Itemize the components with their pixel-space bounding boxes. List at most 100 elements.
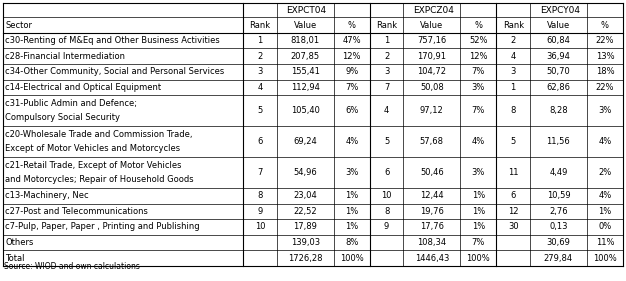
Text: c34-Other Community, Social and Personal Services: c34-Other Community, Social and Personal… <box>5 67 224 76</box>
Text: 4%: 4% <box>598 191 612 200</box>
Text: %: % <box>601 21 609 30</box>
Text: c21-Retail Trade, Except of Motor Vehicles: c21-Retail Trade, Except of Motor Vehicl… <box>5 161 182 170</box>
Text: 108,34: 108,34 <box>418 238 446 247</box>
Text: 1726,28: 1726,28 <box>288 253 322 262</box>
Text: 12: 12 <box>508 207 518 216</box>
Text: 1%: 1% <box>345 223 358 232</box>
Text: 100%: 100% <box>340 253 364 262</box>
Text: 4%: 4% <box>345 137 358 146</box>
Text: 36,94: 36,94 <box>546 52 570 61</box>
Text: 1: 1 <box>384 36 389 45</box>
Text: Rank: Rank <box>503 21 524 30</box>
Text: 19,76: 19,76 <box>420 207 444 216</box>
Text: Others: Others <box>5 238 33 247</box>
Text: %: % <box>475 21 483 30</box>
Text: 1%: 1% <box>472 191 485 200</box>
Text: 6: 6 <box>257 137 263 146</box>
Text: 2: 2 <box>511 36 516 45</box>
Text: %: % <box>348 21 356 30</box>
Text: 3%: 3% <box>345 168 359 177</box>
Text: 4,49: 4,49 <box>549 168 568 177</box>
Text: 7%: 7% <box>471 67 485 76</box>
Text: 2: 2 <box>257 52 263 61</box>
Text: 139,03: 139,03 <box>290 238 320 247</box>
Text: 207,85: 207,85 <box>290 52 320 61</box>
Text: EXPCT04: EXPCT04 <box>287 6 327 15</box>
Text: and Motorcycles; Repair of Household Goods: and Motorcycles; Repair of Household Goo… <box>5 175 193 184</box>
Text: 105,40: 105,40 <box>291 106 320 115</box>
Text: 1%: 1% <box>345 207 358 216</box>
Text: 12%: 12% <box>342 52 361 61</box>
Text: c20-Wholesale Trade and Commission Trade,: c20-Wholesale Trade and Commission Trade… <box>5 130 193 139</box>
Text: 17,76: 17,76 <box>420 223 444 232</box>
Text: Value: Value <box>420 21 443 30</box>
Text: 3%: 3% <box>471 168 485 177</box>
Text: 7%: 7% <box>471 238 485 247</box>
Text: 4%: 4% <box>598 137 612 146</box>
Text: 10: 10 <box>255 223 265 232</box>
Text: 3: 3 <box>511 67 516 76</box>
Text: 9%: 9% <box>345 67 358 76</box>
Text: 2,76: 2,76 <box>549 207 568 216</box>
Text: 18%: 18% <box>595 67 614 76</box>
Text: 8%: 8% <box>345 238 359 247</box>
Text: c30-Renting of M&Eq and Other Business Activities: c30-Renting of M&Eq and Other Business A… <box>5 36 220 45</box>
Text: 3: 3 <box>257 67 263 76</box>
Text: 11: 11 <box>508 168 518 177</box>
Text: 5: 5 <box>511 137 516 146</box>
Text: Total: Total <box>5 253 24 262</box>
Text: c28-Financial Intermediation: c28-Financial Intermediation <box>5 52 125 61</box>
Text: 104,72: 104,72 <box>418 67 446 76</box>
Text: 23,04: 23,04 <box>294 191 317 200</box>
Text: 757,16: 757,16 <box>417 36 446 45</box>
Text: 12%: 12% <box>469 52 488 61</box>
Text: 7%: 7% <box>345 83 359 92</box>
Text: 1%: 1% <box>472 223 485 232</box>
Text: c13-Machinery, Nec: c13-Machinery, Nec <box>5 191 89 200</box>
Text: 6: 6 <box>384 168 389 177</box>
Text: 10,59: 10,59 <box>546 191 570 200</box>
Text: 4%: 4% <box>472 137 485 146</box>
Text: Value: Value <box>294 21 317 30</box>
Text: Compulsory Social Security: Compulsory Social Security <box>5 113 120 122</box>
Text: 112,94: 112,94 <box>291 83 320 92</box>
Text: 1%: 1% <box>472 207 485 216</box>
Text: 8: 8 <box>257 191 263 200</box>
Text: 155,41: 155,41 <box>291 67 320 76</box>
Text: EXPCY04: EXPCY04 <box>540 6 580 15</box>
Text: Source: WIOD and own calculations: Source: WIOD and own calculations <box>4 262 140 271</box>
Text: 13%: 13% <box>595 52 614 61</box>
Text: c31-Public Admin and Defence;: c31-Public Admin and Defence; <box>5 99 137 108</box>
Text: 0%: 0% <box>598 223 612 232</box>
Text: 69,24: 69,24 <box>294 137 317 146</box>
Text: 7%: 7% <box>471 106 485 115</box>
Text: 279,84: 279,84 <box>544 253 573 262</box>
Text: 11%: 11% <box>596 238 614 247</box>
Text: 47%: 47% <box>342 36 361 45</box>
Text: 62,86: 62,86 <box>546 83 570 92</box>
Text: 12,44: 12,44 <box>420 191 444 200</box>
Text: EXPCZ04: EXPCZ04 <box>413 6 454 15</box>
Text: 1: 1 <box>511 83 516 92</box>
Text: 170,91: 170,91 <box>418 52 446 61</box>
Text: 1%: 1% <box>598 207 612 216</box>
Text: 22%: 22% <box>596 83 614 92</box>
Text: 11,56: 11,56 <box>546 137 570 146</box>
Text: Sector: Sector <box>5 21 32 30</box>
Text: 100%: 100% <box>466 253 490 262</box>
Text: 3: 3 <box>384 67 389 76</box>
Text: Rank: Rank <box>250 21 270 30</box>
Text: 54,96: 54,96 <box>294 168 317 177</box>
Text: 4: 4 <box>384 106 389 115</box>
Text: 22,52: 22,52 <box>294 207 317 216</box>
Text: 3%: 3% <box>471 83 485 92</box>
Text: 17,89: 17,89 <box>294 223 317 232</box>
Text: Except of Motor Vehicles and Motorcycles: Except of Motor Vehicles and Motorcycles <box>5 144 180 153</box>
Text: 7: 7 <box>384 83 389 92</box>
Text: 0,13: 0,13 <box>549 223 568 232</box>
Text: 3%: 3% <box>598 106 612 115</box>
Text: 9: 9 <box>384 223 389 232</box>
Text: 50,08: 50,08 <box>420 83 444 92</box>
Text: 52%: 52% <box>469 36 488 45</box>
Text: Rank: Rank <box>376 21 397 30</box>
